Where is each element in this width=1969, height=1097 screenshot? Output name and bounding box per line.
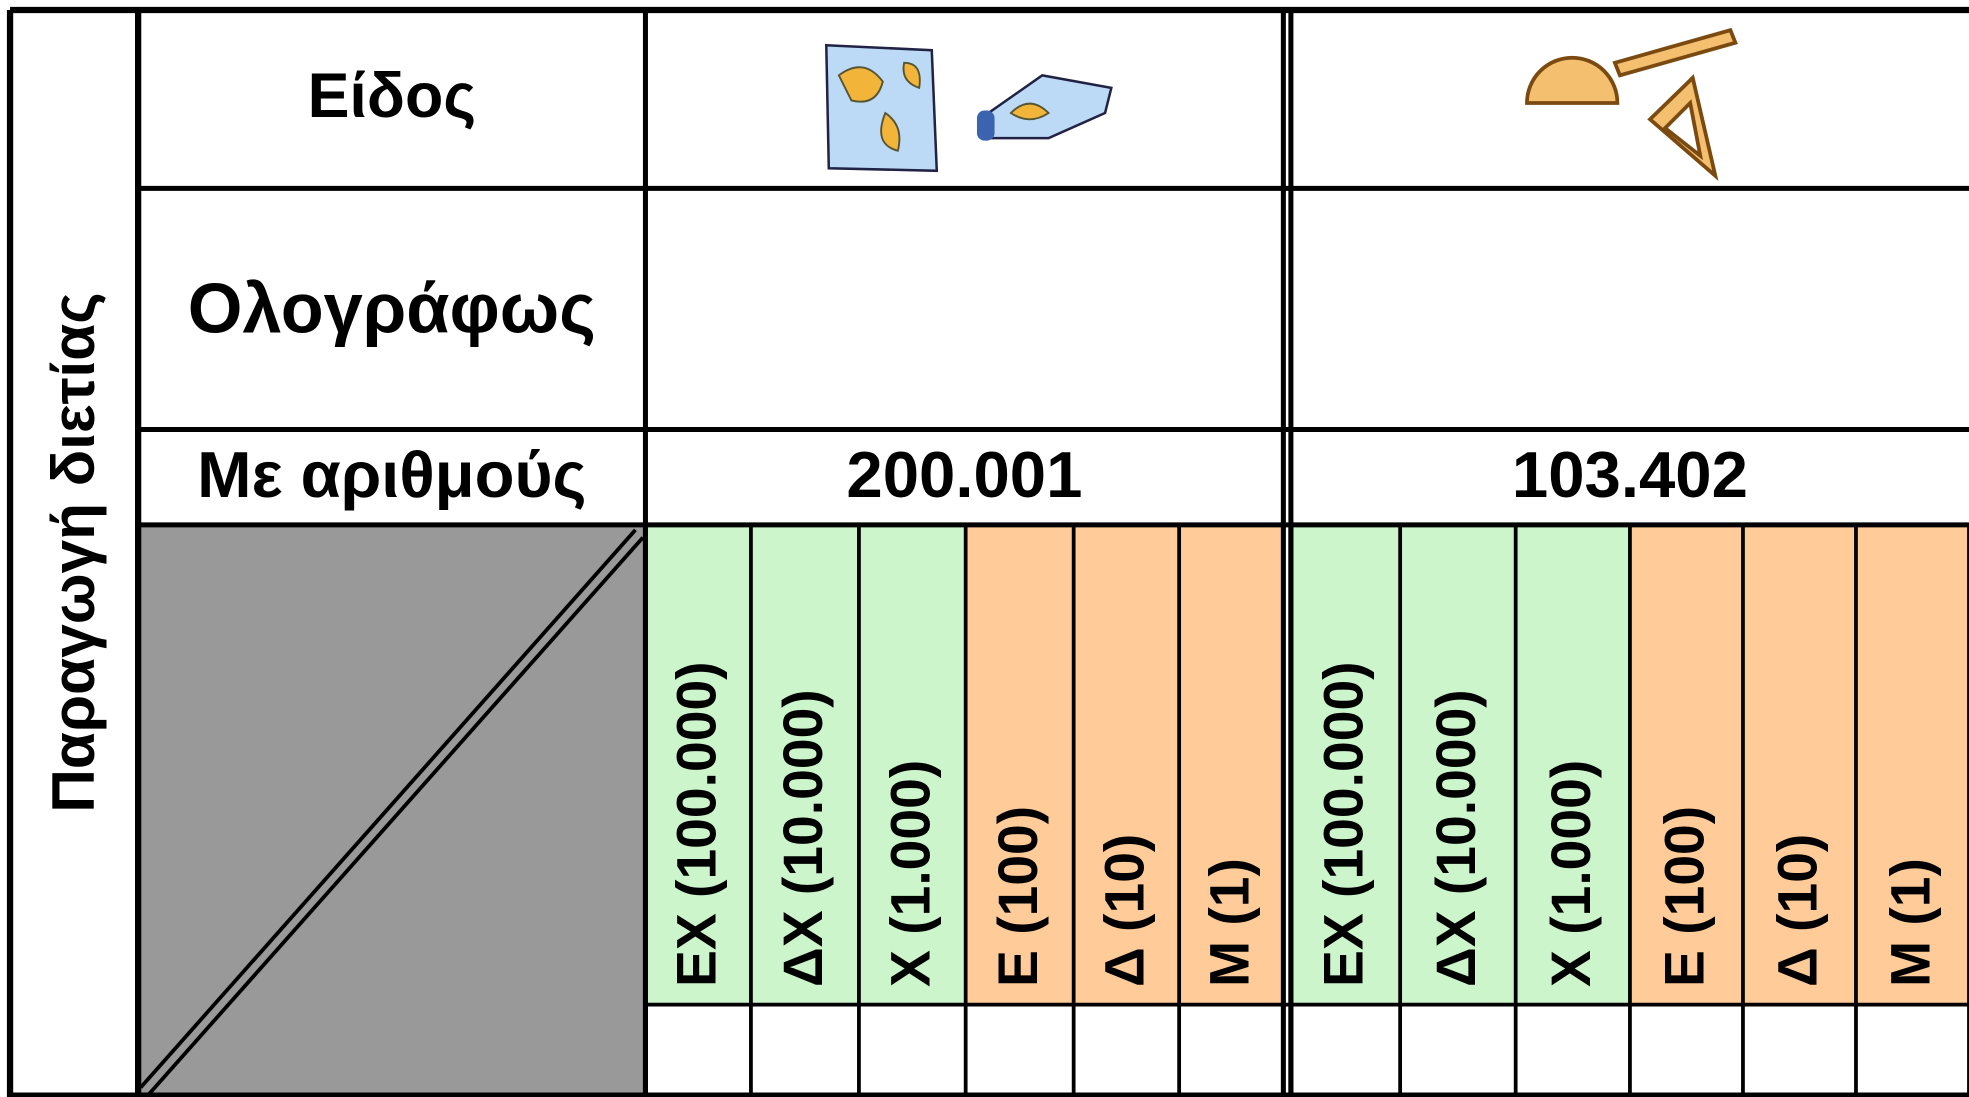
place-header-cell — [645, 524, 751, 1005]
number-value: 103.402 — [1512, 438, 1748, 511]
place-header-cell — [1179, 524, 1284, 1005]
place-header: Μ (1) — [1198, 858, 1260, 987]
place-header: Χ (1.000) — [879, 760, 941, 987]
place-header-cell — [965, 524, 1074, 1005]
number-value: 200.001 — [846, 438, 1082, 511]
place-header-cell — [1629, 524, 1743, 1005]
place-header-cell — [750, 524, 859, 1005]
diagonal — [146, 536, 645, 1097]
place-header: Ε (100) — [1654, 806, 1716, 987]
place-header-cell — [1742, 524, 1856, 1005]
row-label: Είδος — [308, 61, 476, 131]
place-header-cell — [858, 524, 966, 1005]
place-header: Ε (100) — [987, 806, 1049, 987]
place-header: Δ (10) — [1094, 834, 1156, 987]
side-label: Παραγωγή διετίας — [39, 292, 107, 812]
place-header: Χ (1.000) — [1540, 760, 1602, 987]
place-header: Μ (1) — [1880, 858, 1942, 987]
icon-maps — [824, 43, 1113, 173]
place-header: ΔΧ (10.000) — [1425, 689, 1487, 987]
place-header-cell — [1073, 524, 1180, 1005]
place-header: ΔΧ (10.000) — [772, 689, 834, 987]
place-header-cell — [1400, 524, 1516, 1005]
place-header-cell — [1290, 524, 1401, 1005]
place-header-cell — [1855, 524, 1969, 1005]
place-header: ΕΧ (100.000) — [665, 661, 727, 987]
icon-geometry-tools — [1525, 27, 1738, 182]
row-label: Με αριθμούς — [197, 438, 586, 511]
row-label: Ολογράφως — [188, 269, 596, 348]
place-header-cell — [1515, 524, 1630, 1005]
place-header: ΕΧ (100.000) — [1313, 661, 1375, 987]
place-header: Δ (10) — [1767, 834, 1829, 987]
diagonal — [139, 528, 637, 1089]
gray-cell — [138, 524, 646, 1097]
